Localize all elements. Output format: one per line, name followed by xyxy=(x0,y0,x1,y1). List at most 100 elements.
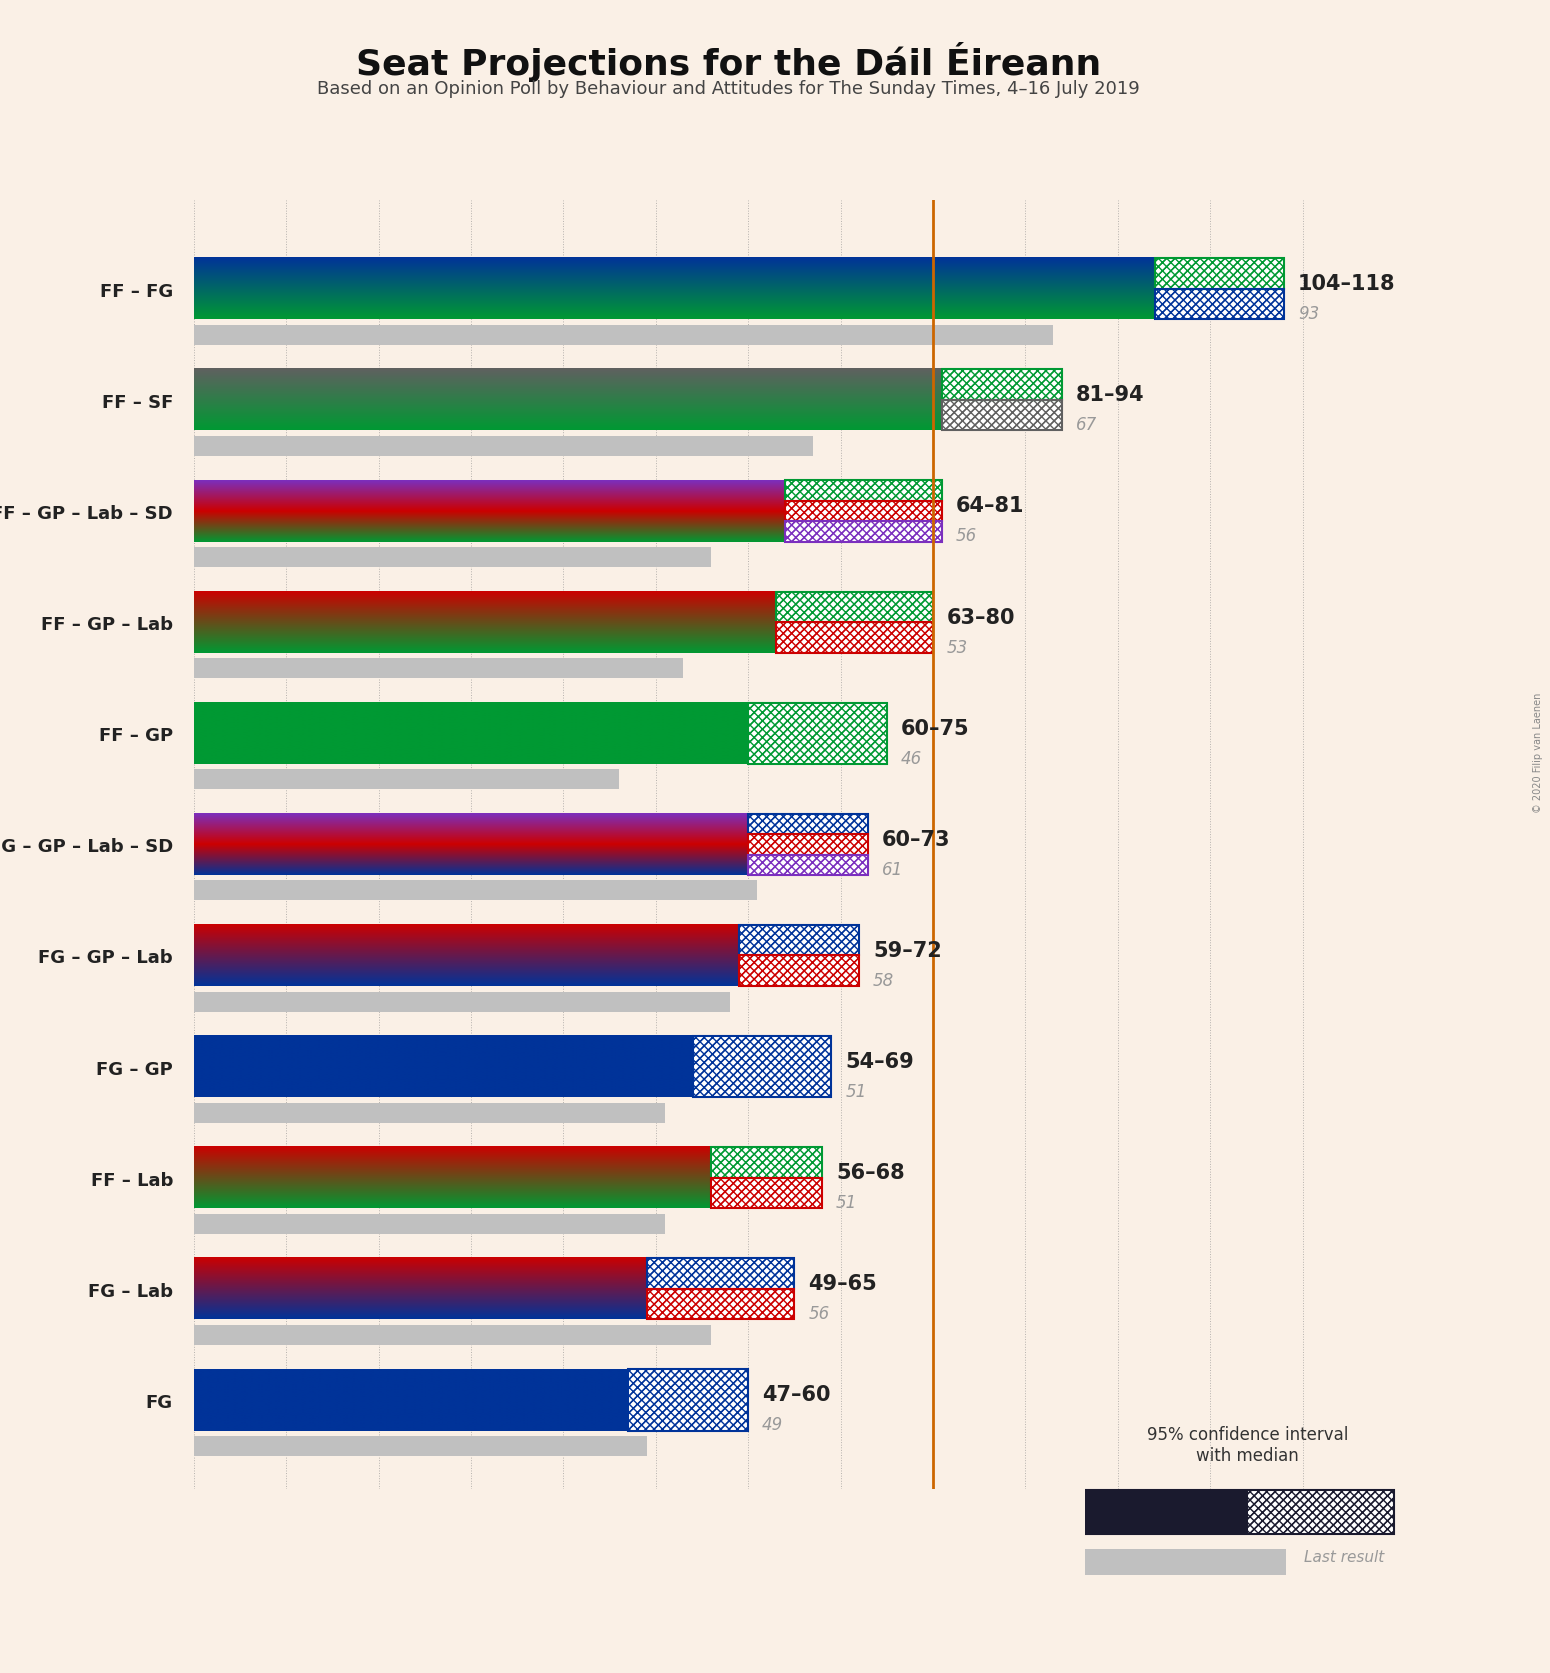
Bar xyxy=(749,815,868,835)
Bar xyxy=(711,1178,822,1208)
Text: Last result: Last result xyxy=(1305,1549,1384,1564)
Bar xyxy=(628,1370,749,1430)
Bar xyxy=(1085,1549,1286,1576)
Bar xyxy=(749,815,868,835)
Bar xyxy=(749,703,887,765)
Bar xyxy=(739,925,859,955)
Bar xyxy=(786,482,942,502)
Bar xyxy=(1248,1491,1395,1534)
Bar xyxy=(1248,1491,1395,1534)
Bar xyxy=(1155,289,1283,320)
Text: 60–73: 60–73 xyxy=(882,830,950,850)
Text: 51: 51 xyxy=(835,1193,857,1211)
Bar xyxy=(777,622,933,652)
Bar xyxy=(786,522,942,542)
Bar xyxy=(749,703,887,765)
Bar xyxy=(711,1178,822,1208)
Bar xyxy=(1155,259,1283,289)
Bar xyxy=(194,770,618,790)
Bar xyxy=(194,437,812,457)
Bar xyxy=(646,1258,794,1290)
Bar xyxy=(194,882,758,902)
Bar xyxy=(786,482,942,502)
Bar xyxy=(194,1325,711,1345)
Bar xyxy=(749,703,887,765)
Bar xyxy=(749,835,868,855)
Bar xyxy=(1155,259,1283,289)
Bar xyxy=(646,1290,794,1320)
Bar xyxy=(786,522,942,542)
Bar xyxy=(749,703,887,765)
Bar xyxy=(786,522,942,542)
Bar xyxy=(777,622,933,652)
Bar xyxy=(711,1148,822,1178)
Text: 95% confidence interval
with median: 95% confidence interval with median xyxy=(1147,1425,1348,1464)
Bar xyxy=(194,1103,665,1123)
Text: 60–75: 60–75 xyxy=(901,718,969,738)
Bar xyxy=(739,925,859,955)
Bar xyxy=(777,592,933,622)
Bar xyxy=(749,855,868,875)
Bar xyxy=(739,955,859,987)
Bar xyxy=(1155,289,1283,320)
Bar xyxy=(942,370,1062,400)
Bar xyxy=(646,1290,794,1320)
Bar xyxy=(739,925,859,955)
Text: 67: 67 xyxy=(1076,417,1097,433)
Bar xyxy=(646,1258,794,1290)
Bar xyxy=(786,522,942,542)
Bar xyxy=(749,815,868,835)
Bar xyxy=(942,370,1062,400)
Bar xyxy=(628,1370,749,1430)
Bar xyxy=(711,1178,822,1208)
Text: 56: 56 xyxy=(956,527,978,545)
Text: 81–94: 81–94 xyxy=(1076,385,1145,405)
Text: 56: 56 xyxy=(808,1305,829,1322)
Bar xyxy=(739,925,859,955)
Bar xyxy=(628,1370,749,1430)
Bar xyxy=(786,482,942,502)
Bar xyxy=(711,1148,822,1178)
Bar xyxy=(693,1037,831,1097)
Bar xyxy=(1155,259,1283,289)
Bar xyxy=(739,955,859,987)
Bar xyxy=(786,502,942,522)
Text: 63–80: 63–80 xyxy=(947,607,1015,627)
Bar xyxy=(749,855,868,875)
Text: Based on an Opinion Poll by Behaviour and Attitudes for The Sunday Times, 4–16 J: Based on an Opinion Poll by Behaviour an… xyxy=(318,80,1139,99)
Bar xyxy=(1155,289,1283,320)
Bar xyxy=(749,815,868,835)
Text: 47–60: 47–60 xyxy=(763,1385,831,1405)
Bar xyxy=(777,622,933,652)
Text: 51: 51 xyxy=(845,1082,866,1101)
Bar xyxy=(786,502,942,522)
Bar xyxy=(749,855,868,875)
Bar xyxy=(777,592,933,622)
Bar xyxy=(194,547,711,567)
Bar xyxy=(786,502,942,522)
Text: 53: 53 xyxy=(947,637,969,656)
Bar xyxy=(194,1215,665,1235)
Bar xyxy=(194,1435,646,1456)
Bar xyxy=(693,1037,831,1097)
Bar xyxy=(777,622,933,652)
Bar xyxy=(1155,259,1283,289)
Bar xyxy=(693,1037,831,1097)
Bar xyxy=(646,1290,794,1320)
Text: © 2020 Filip van Laenen: © 2020 Filip van Laenen xyxy=(1533,693,1542,813)
Bar xyxy=(749,855,868,875)
Bar xyxy=(777,592,933,622)
Text: Seat Projections for the Dáil Éireann: Seat Projections for the Dáil Éireann xyxy=(356,42,1100,82)
Bar xyxy=(194,992,730,1012)
Bar xyxy=(786,482,942,502)
Bar xyxy=(786,502,942,522)
Bar xyxy=(711,1148,822,1178)
Bar xyxy=(1085,1491,1248,1534)
Text: 49–65: 49–65 xyxy=(808,1273,877,1293)
Bar xyxy=(749,835,868,855)
Bar xyxy=(693,1037,831,1097)
Bar xyxy=(711,1148,822,1178)
Bar xyxy=(1155,289,1283,320)
Text: 104–118: 104–118 xyxy=(1297,274,1395,294)
Text: 56–68: 56–68 xyxy=(835,1163,905,1183)
